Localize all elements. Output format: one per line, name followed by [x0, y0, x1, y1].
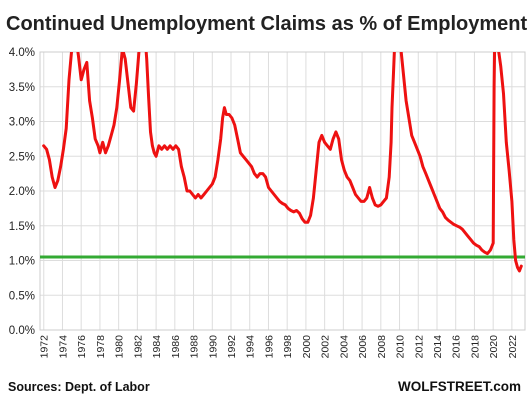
y-tick-label: 3.0%: [9, 117, 35, 129]
y-tick-label: 1.5%: [9, 221, 35, 233]
x-tick-label: 2020: [488, 335, 500, 359]
x-tick-label: 1972: [39, 335, 51, 359]
y-tick-label: 3.5%: [9, 82, 35, 94]
x-tick-label: 1992: [226, 335, 238, 359]
series-line: [42, 52, 523, 273]
x-tick-label: 1998: [282, 335, 294, 359]
y-tick-label: 1.0%: [9, 256, 35, 268]
x-tick-label: 1974: [57, 335, 69, 359]
x-tick-label: 1980: [114, 335, 126, 359]
x-tick-label: 1986: [170, 335, 182, 359]
y-tick-label: 0.0%: [9, 325, 35, 337]
x-tick-label: 1988: [189, 335, 201, 359]
grid-layer: [39, 51, 526, 331]
series-layer: [42, 52, 523, 273]
x-tick-label: 1976: [76, 335, 88, 359]
x-tick-label: 2014: [432, 335, 444, 359]
x-tick-label: 2000: [301, 335, 313, 359]
x-tick-label: 1984: [151, 335, 163, 359]
x-tick-label: 1994: [245, 335, 257, 359]
y-tick-label: 4.0%: [9, 47, 35, 59]
x-tick-label: 2016: [451, 335, 463, 359]
x-tick-label: 2022: [507, 335, 519, 359]
x-tick-label: 1990: [207, 335, 219, 359]
x-tick-label: 2008: [376, 335, 388, 359]
x-tick-label: 2002: [320, 335, 332, 359]
y-tick-label: 2.5%: [9, 151, 35, 163]
x-tick-label: 2012: [413, 335, 425, 359]
x-tick-label: 2010: [395, 335, 407, 359]
chart-title: Continued Unemployment Claims as % of Em…: [6, 13, 528, 35]
y-tick-label: 0.5%: [9, 290, 35, 302]
y-tick-label: 2.0%: [9, 186, 35, 198]
x-tick-label: 2006: [357, 335, 369, 359]
x-tick-label: 2018: [469, 335, 481, 359]
brand-label: WOLFSTREET.com: [398, 379, 521, 394]
x-tick-label: 1978: [95, 335, 107, 359]
source-note: Sources: Dept. of Labor: [8, 380, 150, 394]
x-tick-label: 1982: [132, 335, 144, 359]
plot-frame: [39, 51, 526, 331]
x-tick-label: 1996: [263, 335, 275, 359]
axis-layer: 0.0% 0.5% 1.0% 1.5% 2.0% 2.5% 3.0% 3.5% 4.0% 1972…: [9, 47, 519, 358]
x-tick-label: 2004: [338, 335, 350, 359]
